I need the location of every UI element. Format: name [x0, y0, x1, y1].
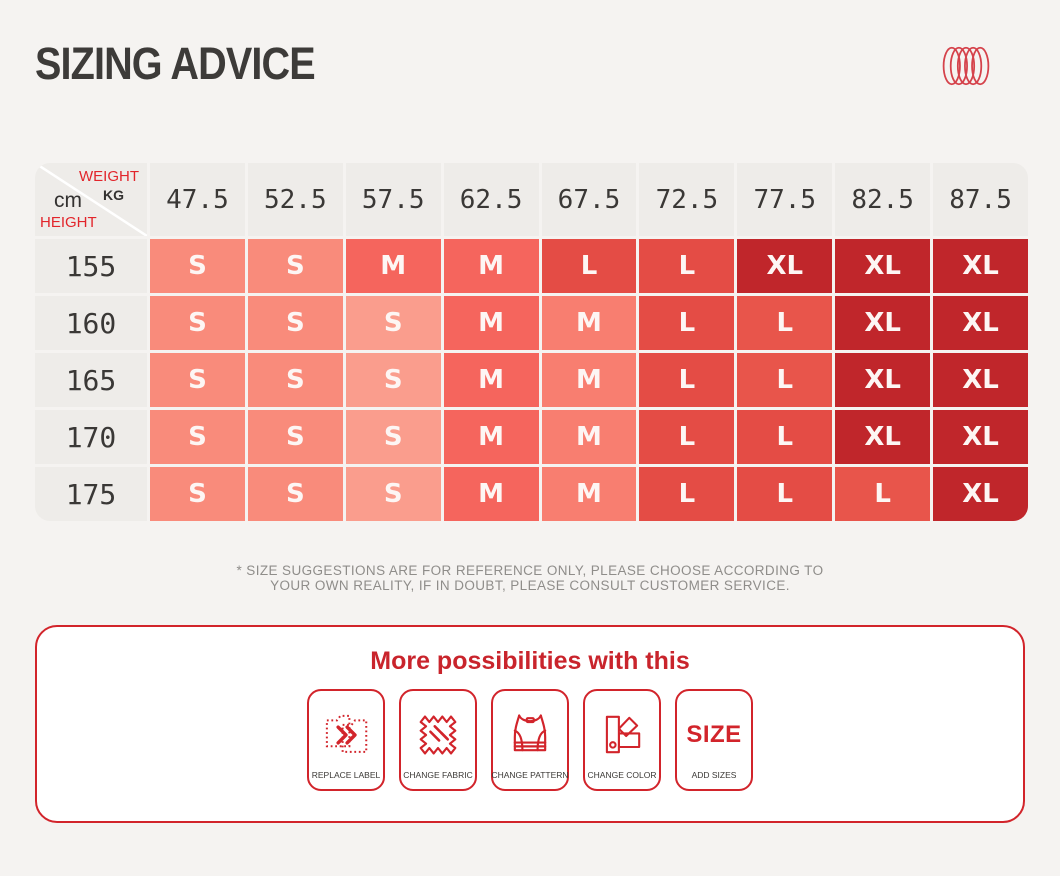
- size-cell: S: [247, 467, 343, 521]
- weight-header-cell: 72.5: [639, 163, 735, 236]
- size-cell: S: [150, 467, 245, 521]
- weight-header-cell: 67.5: [541, 163, 637, 236]
- brand-coil-logo: [942, 42, 990, 95]
- size-cell: S: [247, 353, 343, 407]
- tile-label: ADD SIZES: [691, 770, 737, 780]
- size-cell: S: [247, 239, 343, 293]
- size-cell: XL: [933, 239, 1028, 293]
- add-sizes-icon: SIZE: [686, 700, 741, 770]
- size-cell: M: [443, 410, 539, 464]
- tile-label: CHANGE COLOR: [587, 770, 657, 780]
- weight-axis-label: WEIGHT: [79, 168, 139, 185]
- page-title: SIZING ADVICE: [35, 38, 316, 89]
- weight-header-cell: 62.5: [443, 163, 539, 236]
- weight-unit-label: KG: [103, 187, 124, 203]
- height-row-cell: 160: [35, 296, 147, 350]
- size-cell: L: [737, 296, 833, 350]
- size-cell: L: [639, 353, 735, 407]
- disclaimer-line-2: YOUR OWN REALITY, IF IN DOUBT, PLEASE CO…: [270, 577, 790, 593]
- weight-header-cell: 87.5: [933, 163, 1028, 236]
- size-cell: XL: [737, 239, 833, 293]
- diagonal-divider: [35, 163, 147, 236]
- size-cell: M: [443, 239, 539, 293]
- size-cell: XL: [835, 353, 931, 407]
- height-axis-label: HEIGHT: [40, 214, 97, 231]
- size-word: SIZE: [686, 721, 742, 748]
- size-cell: S: [247, 296, 343, 350]
- size-cell: L: [541, 239, 637, 293]
- size-cell: L: [639, 239, 735, 293]
- size-cell: L: [737, 353, 833, 407]
- tile-change-color: CHANGE COLOR: [583, 689, 661, 791]
- size-cell: L: [835, 467, 931, 521]
- disclaimer-line-1: * SIZE SUGGESTIONS ARE FOR REFERENCE ONL…: [236, 563, 824, 578]
- weight-header-cell: 47.5: [150, 163, 245, 236]
- size-cell: S: [345, 353, 441, 407]
- height-unit-label: cm: [54, 189, 82, 212]
- height-row-cell: 175: [35, 467, 147, 521]
- size-cell: S: [150, 296, 245, 350]
- size-cell: L: [737, 467, 833, 521]
- tile-label: CHANGE FABRIC: [403, 770, 473, 780]
- change-pattern-icon: [504, 700, 556, 770]
- tile-label: REPLACE LABEL: [311, 770, 381, 780]
- size-cell: L: [639, 410, 735, 464]
- table-corner-cell: WEIGHT KG cm HEIGHT: [35, 163, 147, 236]
- size-cell: XL: [835, 239, 931, 293]
- tile-change-fabric: CHANGE FABRIC: [399, 689, 477, 791]
- disclaimer-footnote: * SIZE SUGGESTIONS ARE FOR REFERENCE ONL…: [0, 563, 1060, 593]
- height-row-cell: 165: [35, 353, 147, 407]
- size-cell: XL: [933, 410, 1028, 464]
- promo-tiles: REPLACE LABEL CHANGE FABRIC: [37, 689, 1023, 791]
- tile-change-pattern: CHANGE PATTERN: [491, 689, 569, 791]
- height-row-cell: 155: [35, 239, 147, 293]
- weight-header-cell: 52.5: [247, 163, 343, 236]
- weight-header-cell: 77.5: [737, 163, 833, 236]
- change-color-icon: [597, 700, 647, 770]
- tile-replace-label: REPLACE LABEL: [307, 689, 385, 791]
- size-cell: L: [639, 296, 735, 350]
- size-cell: M: [541, 296, 637, 350]
- size-cell: S: [345, 296, 441, 350]
- size-cell: L: [737, 410, 833, 464]
- weight-header-cell: 82.5: [835, 163, 931, 236]
- size-cell: XL: [933, 467, 1028, 521]
- size-cell: M: [541, 467, 637, 521]
- size-cell: M: [443, 296, 539, 350]
- size-cell: M: [345, 239, 441, 293]
- size-cell: S: [150, 239, 245, 293]
- sizing-table: WEIGHT KG cm HEIGHT 47.5 52.5 57.5 62.5 67.5…: [35, 163, 1028, 521]
- size-cell: S: [247, 410, 343, 464]
- size-cell: S: [345, 410, 441, 464]
- size-cell: L: [639, 467, 735, 521]
- change-fabric-icon: [412, 700, 464, 770]
- size-cell: XL: [835, 296, 931, 350]
- size-cell: XL: [933, 296, 1028, 350]
- replace-label-icon: [319, 700, 373, 770]
- size-cell: M: [541, 410, 637, 464]
- size-cell: S: [150, 353, 245, 407]
- weight-header-cell: 57.5: [345, 163, 441, 236]
- tile-label: CHANGE PATTERN: [491, 770, 569, 780]
- size-cell: S: [345, 467, 441, 521]
- coil-icon: [942, 46, 990, 86]
- size-cell: M: [443, 353, 539, 407]
- height-row-cell: 170: [35, 410, 147, 464]
- size-cell: S: [150, 410, 245, 464]
- size-cell: M: [541, 353, 637, 407]
- size-cell: XL: [933, 353, 1028, 407]
- size-cell: M: [443, 467, 539, 521]
- size-cell: XL: [835, 410, 931, 464]
- tile-add-sizes: SIZE ADD SIZES: [675, 689, 753, 791]
- promo-title: More possibilities with this: [370, 647, 690, 675]
- customization-promo-box: More possibilities with this REPLACE LAB…: [35, 625, 1025, 823]
